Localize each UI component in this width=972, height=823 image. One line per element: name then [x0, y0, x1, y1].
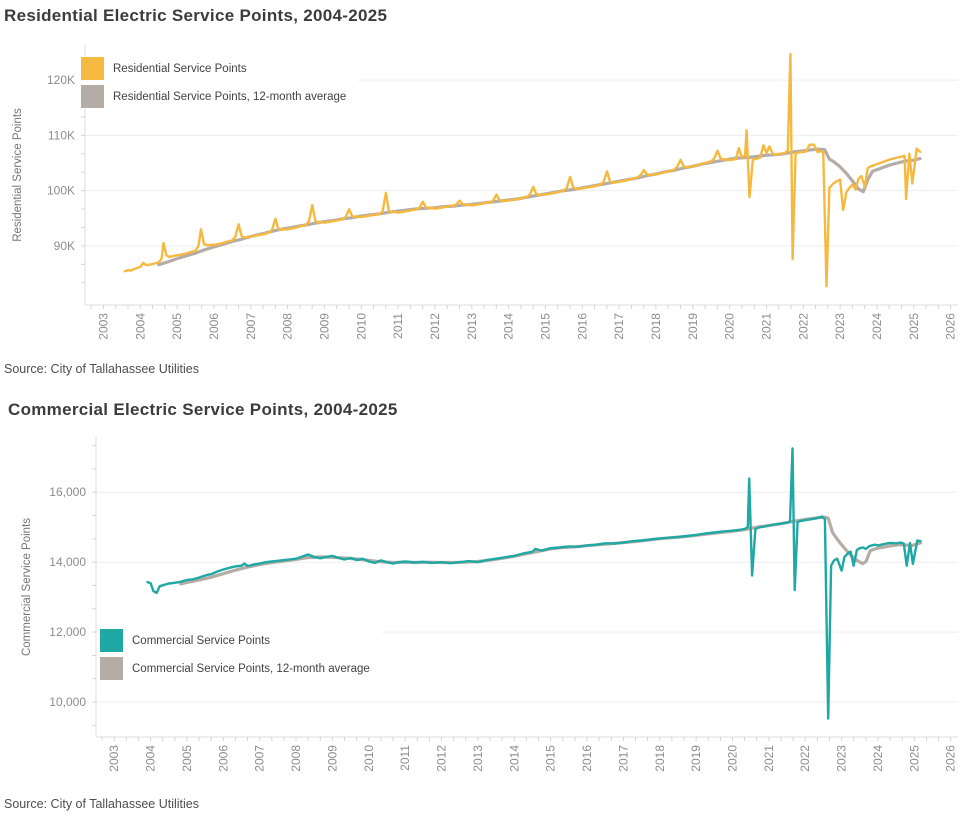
y-gridlines	[85, 79, 958, 247]
svg-text:2024: 2024	[871, 745, 885, 772]
legend-item-residential-service-points[interactable]: Residential Service Points	[81, 57, 346, 80]
svg-text:2003: 2003	[107, 745, 121, 772]
svg-text:2025: 2025	[907, 745, 921, 772]
svg-text:2015: 2015	[544, 745, 558, 772]
y-axis-title: Residential Service Points	[12, 108, 24, 242]
series-lines	[146, 447, 923, 720]
svg-text:2018: 2018	[653, 745, 667, 772]
legend-item-commercial-12-month-average[interactable]: Commercial Service Points, 12-month aver…	[100, 657, 370, 680]
y-tick-labels: 10,000 12,000 14,000 16,000	[49, 485, 86, 709]
svg-text:2006: 2006	[207, 313, 221, 340]
svg-text:2005: 2005	[170, 313, 184, 340]
svg-text:2005: 2005	[180, 745, 194, 772]
svg-text:2014: 2014	[502, 313, 516, 340]
legend-label: Residential Service Points	[113, 62, 247, 75]
residential-average-swatch	[81, 85, 104, 108]
svg-text:2019: 2019	[686, 313, 700, 340]
svg-text:100K: 100K	[47, 184, 75, 198]
x-tick-marks	[101, 737, 952, 741]
svg-text:2009: 2009	[325, 745, 339, 772]
svg-text:2022: 2022	[798, 745, 812, 772]
residential-chart-canvas: 2003 2004 2005 2006 2007 2008 2009 2010 2011 2012…	[12, 45, 958, 340]
commercial-series-swatch	[100, 629, 123, 652]
svg-text:2021: 2021	[762, 745, 776, 772]
residential-service-points-12-month-average-line	[157, 147, 922, 267]
svg-text:2006: 2006	[216, 745, 230, 772]
residential-legend: Residential Service Points Residential S…	[81, 56, 359, 109]
series-lines	[123, 52, 922, 288]
legend-label: Commercial Service Points, 12-month aver…	[132, 662, 370, 675]
svg-text:2012: 2012	[435, 745, 449, 772]
svg-text:2007: 2007	[253, 745, 267, 772]
x-tick-labels: 2003 2004 2005 2006 2007 2008 2009 2010 2011 2012…	[96, 313, 957, 340]
svg-text:2004: 2004	[144, 745, 158, 772]
commercial-service-points-12-month-average-line	[179, 515, 923, 586]
svg-text:90K: 90K	[54, 239, 75, 253]
svg-text:16,000: 16,000	[49, 485, 86, 499]
legend-label: Commercial Service Points	[132, 634, 271, 647]
y-tick-labels: 90K 100K 110K 120K	[47, 73, 75, 253]
commercial-legend: Commercial Service Points Commercial Ser…	[100, 628, 382, 681]
x-tick-marks	[90, 305, 952, 309]
residential-service-points-line	[123, 52, 922, 288]
y-tick-marks	[92, 445, 96, 726]
svg-text:2015: 2015	[538, 313, 552, 340]
svg-text:2026: 2026	[944, 313, 958, 340]
svg-text:2018: 2018	[649, 313, 663, 340]
svg-text:14,000: 14,000	[49, 555, 86, 569]
commercial-chart-title: Commercial Electric Service Points, 2004…	[8, 400, 398, 419]
residential-series-swatch	[81, 57, 104, 80]
svg-text:2021: 2021	[760, 313, 774, 340]
svg-text:110K: 110K	[48, 128, 75, 142]
commercial-average-swatch	[100, 657, 123, 680]
svg-text:2020: 2020	[723, 313, 737, 340]
svg-text:2010: 2010	[362, 745, 376, 772]
svg-text:12,000: 12,000	[49, 625, 86, 639]
svg-text:2016: 2016	[580, 745, 594, 772]
svg-text:2023: 2023	[835, 745, 849, 772]
svg-text:2008: 2008	[281, 313, 295, 340]
svg-text:2017: 2017	[616, 745, 630, 772]
svg-text:2011: 2011	[398, 745, 412, 771]
svg-text:2013: 2013	[465, 313, 479, 340]
commercial-source-text: Source: City of Tallahassee Utilities	[4, 797, 199, 811]
svg-text:2020: 2020	[726, 745, 740, 772]
commercial-service-points-line	[146, 447, 922, 720]
svg-text:2023: 2023	[833, 313, 847, 340]
svg-text:2014: 2014	[507, 745, 521, 772]
legend-label: Residential Service Points, 12-month ave…	[113, 90, 347, 103]
x-tick-labels: 2003 2004 2005 2006 2007 2008 2009 2010 2011 2012…	[107, 745, 958, 772]
residential-source-text: Source: City of Tallahassee Utilities	[4, 362, 199, 376]
residential-chart-title: Residential Electric Service Points, 200…	[4, 6, 388, 25]
svg-text:2016: 2016	[575, 313, 589, 340]
svg-text:2013: 2013	[471, 745, 485, 772]
svg-text:10,000: 10,000	[49, 695, 86, 709]
legend-item-residential-12-month-average[interactable]: Residential Service Points, 12-month ave…	[81, 85, 346, 108]
svg-text:2017: 2017	[612, 313, 626, 340]
svg-text:2019: 2019	[689, 745, 703, 772]
svg-text:2003: 2003	[96, 313, 110, 340]
svg-text:120K: 120K	[47, 73, 75, 87]
svg-text:2010: 2010	[354, 313, 368, 340]
svg-text:2012: 2012	[428, 313, 442, 340]
svg-text:2022: 2022	[796, 313, 810, 340]
svg-text:2025: 2025	[907, 313, 921, 340]
commercial-chart-canvas: 2003 2004 2005 2006 2007 2008 2009 2010 2011 2012…	[21, 437, 958, 772]
svg-text:2024: 2024	[870, 313, 884, 340]
svg-text:2026: 2026	[944, 745, 958, 772]
svg-text:2007: 2007	[244, 313, 258, 340]
y-axis-title: Commercial Service Points	[21, 518, 33, 656]
svg-text:2011: 2011	[391, 313, 405, 339]
svg-text:2008: 2008	[289, 745, 303, 772]
legend-item-commercial-service-points[interactable]: Commercial Service Points	[100, 629, 370, 652]
svg-text:2004: 2004	[133, 313, 147, 340]
svg-text:2009: 2009	[317, 313, 331, 340]
